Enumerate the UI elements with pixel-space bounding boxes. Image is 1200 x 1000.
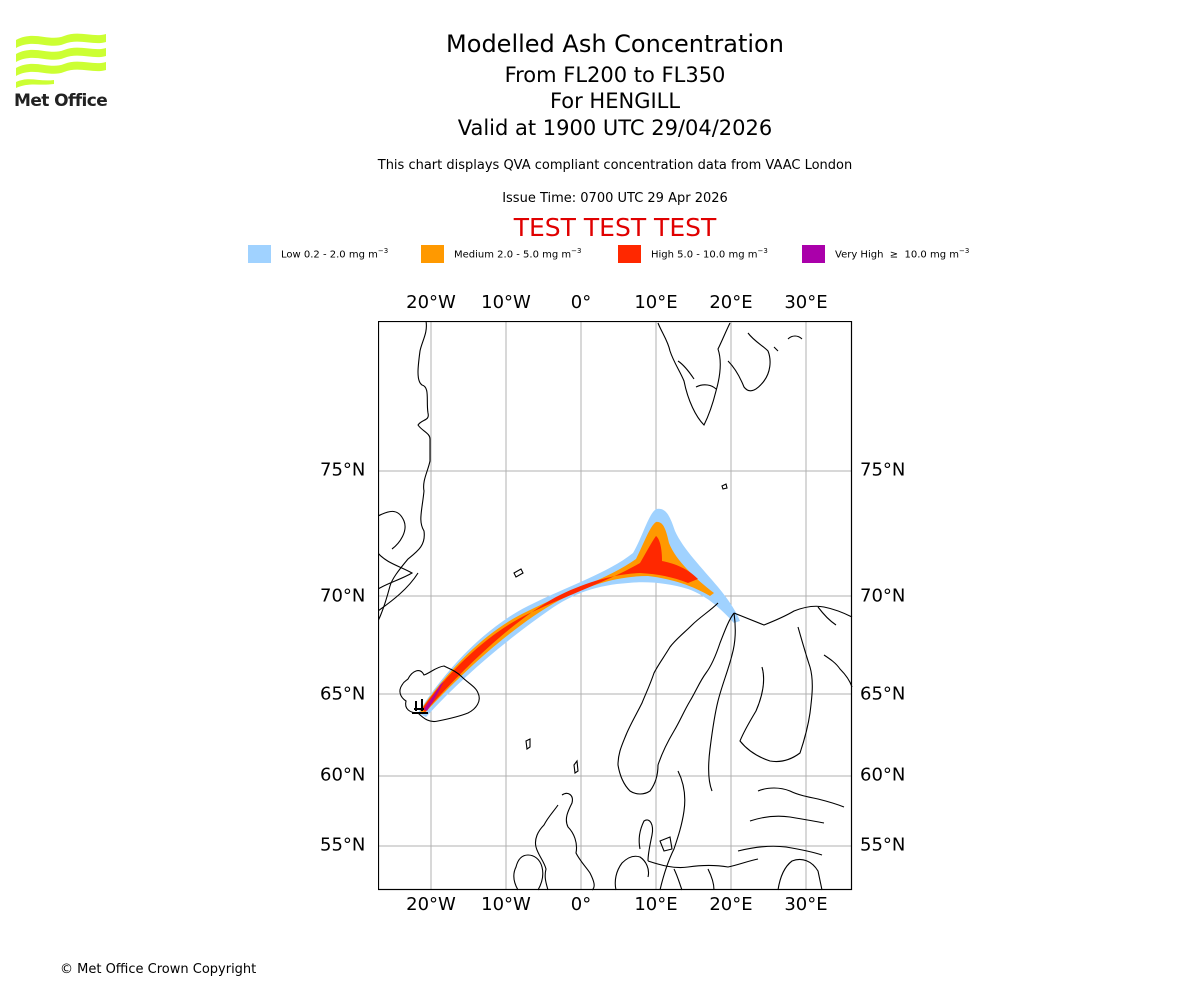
legend-swatch-very-high: [802, 245, 825, 263]
coastline-jan-mayen: [513, 568, 524, 578]
coastline-shetland: [573, 759, 579, 774]
lon-tick-bottom: 10°W: [481, 894, 531, 915]
legend-label-low: Low 0.2 - 2.0 mg m: [281, 249, 378, 261]
chart-description: This chart displays QVA compliant concen…: [377, 158, 853, 173]
valid-time: Valid at 1900 UTC 29/04/2026: [457, 116, 773, 140]
flight-levels: From FL200 to FL350: [504, 63, 726, 87]
legend-swatch-high: [618, 245, 641, 263]
lon-tick-bottom: 20°E: [709, 894, 753, 915]
copyright-notice: © Met Office Crown Copyright: [60, 962, 257, 977]
coastline-norway: [617, 602, 719, 795]
lon-tick-top: 20°W: [406, 292, 456, 313]
coastlines: [378, 321, 853, 891]
lon-tick-bottom: 20°W: [406, 894, 456, 915]
lon-tick-top: 10°E: [634, 292, 678, 313]
lat-tick-left: 65°N: [320, 683, 366, 705]
lat-tick-left: 70°N: [320, 585, 366, 607]
issue-time: Issue Time: 0700 UTC 29 Apr 2026: [502, 191, 728, 206]
lat-tick-left: 60°N: [320, 764, 366, 786]
legend-swatch-low: [248, 245, 271, 263]
legend-item-medium: Medium 2.0 - 5.0 mg m−3: [421, 244, 581, 264]
coastline-finland: [733, 605, 853, 763]
chart-title: Modelled Ash Concentration: [446, 30, 784, 58]
legend-item-high: High 5.0 - 10.0 mg m−3: [618, 244, 768, 264]
coastline-sweden: [657, 612, 735, 891]
lon-tick-bottom: 30°E: [784, 894, 828, 915]
coastline-kola: [817, 606, 853, 688]
legend-label-very-high: Very High ≥ 10.0 mg m: [835, 249, 959, 261]
lat-tick-left: 75°N: [320, 459, 366, 481]
legend-label-high: High 5.0 - 10.0 mg m: [651, 249, 758, 261]
legend-item-low: Low 0.2 - 2.0 mg m−3: [248, 244, 388, 264]
lon-tick-top: 30°E: [784, 292, 828, 313]
map-background: [378, 321, 852, 890]
lon-tick-top: 20°E: [709, 292, 753, 313]
ash-concentration-map[interactable]: [378, 321, 853, 891]
coastline-iceland: [399, 665, 480, 723]
legend-item-very-high: Very High ≥ 10.0 mg m−3: [802, 244, 969, 264]
coastline-germany: [647, 858, 759, 891]
lon-tick-bottom: 0°: [570, 894, 592, 915]
map-frame: [378, 321, 853, 891]
test-banner: TEST TEST TEST: [513, 213, 717, 242]
ash-plume-very-high: [424, 681, 444, 711]
lat-tick-right: 75°N: [860, 459, 906, 481]
lat-tick-right: 70°N: [860, 585, 906, 607]
coastline-great-britain: [534, 792, 595, 891]
coastline-denmark: [638, 819, 673, 862]
volcano-name: For HENGILL: [549, 89, 681, 113]
legend-swatch-medium: [421, 245, 444, 263]
met-office-logo-waves: [16, 33, 106, 88]
met-office-logo-text: Met Office: [14, 91, 108, 111]
legend-label-medium: Medium 2.0 - 5.0 mg m: [454, 249, 572, 261]
coastline-bear-island: [721, 483, 728, 490]
coastline-greenland-fjords: [378, 510, 419, 612]
coastline-netherlands: [614, 855, 650, 891]
lat-tick-left: 55°N: [320, 834, 366, 856]
volcano-marker: [412, 699, 428, 714]
lat-tick-right: 60°N: [860, 764, 906, 786]
coastline-ireland: [513, 854, 544, 891]
coastline-baltic: [737, 787, 845, 891]
coastline-faroes: [525, 738, 531, 750]
coastline-svalbard: [657, 322, 803, 426]
lon-tick-top: 10°W: [481, 292, 531, 313]
lat-tick-right: 65°N: [860, 683, 906, 705]
lat-tick-right: 55°N: [860, 834, 906, 856]
lon-tick-top: 0°: [570, 292, 592, 313]
lon-tick-bottom: 10°E: [634, 894, 678, 915]
coastline-gulf-of-bothnia: [708, 612, 736, 792]
